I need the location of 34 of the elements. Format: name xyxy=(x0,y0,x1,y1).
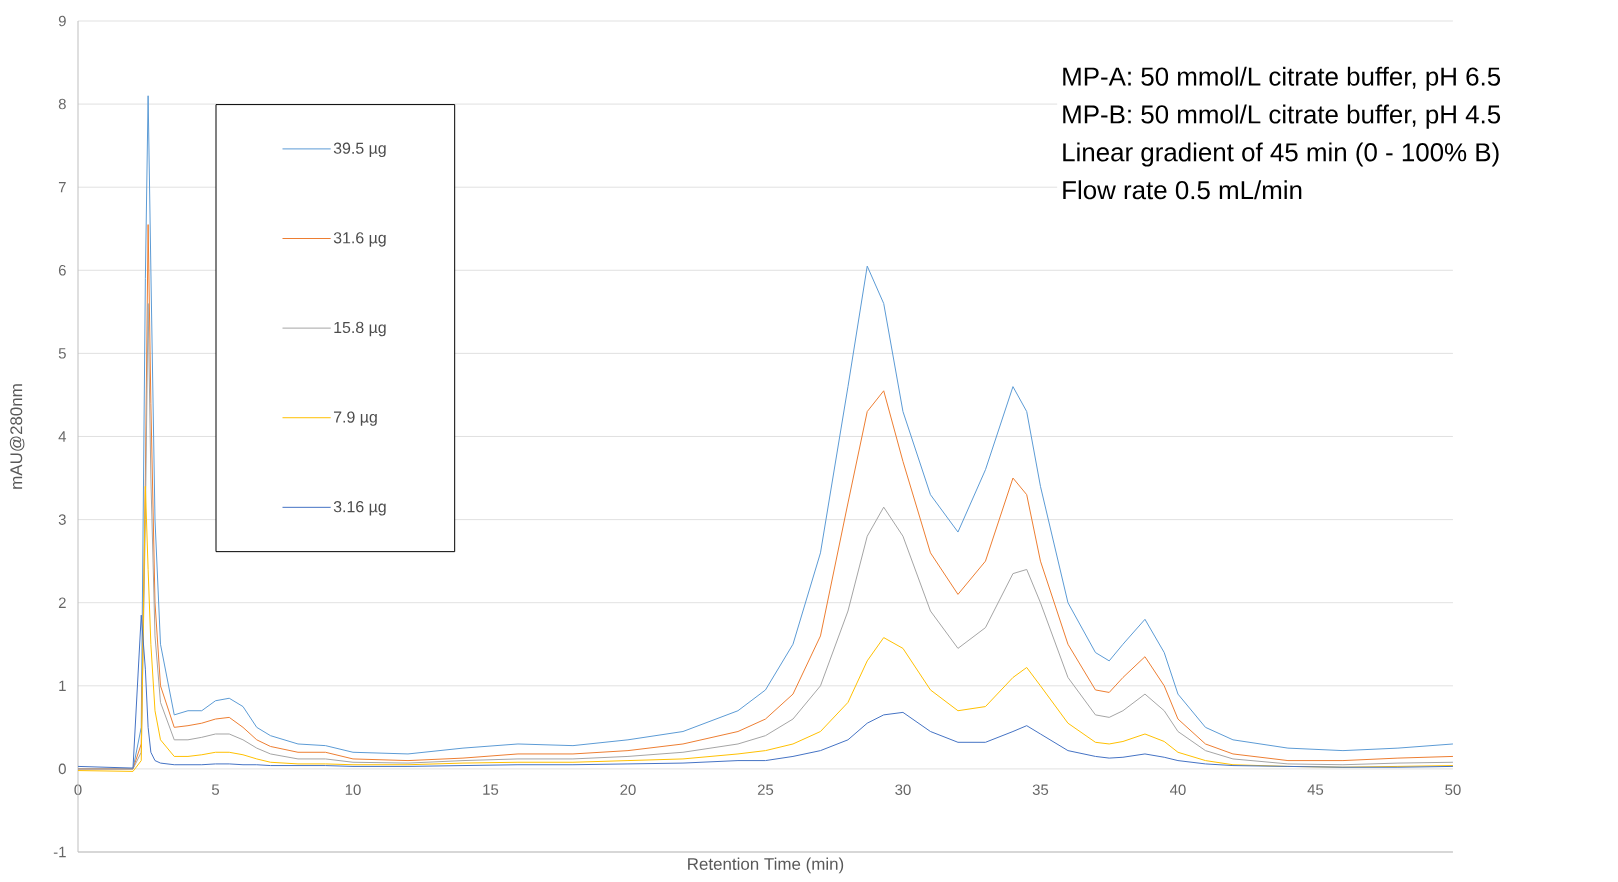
annotation: Flow rate 0.5 mL/min xyxy=(1063,180,1302,200)
x-tick-label: 40 xyxy=(1169,784,1186,795)
x-tick-label: 10 xyxy=(345,784,361,795)
y-tick-label: 8 xyxy=(58,98,66,110)
y-tick-label: 1 xyxy=(59,680,66,691)
y-tick-label: 9 xyxy=(58,15,66,27)
legend-label: 39.5 µg xyxy=(333,142,386,158)
x-tick-label: 50 xyxy=(1445,784,1461,795)
x-tick-label: 0 xyxy=(74,784,82,795)
x-axis-title: Retention Time (min) xyxy=(688,857,844,874)
x-tick-label: 20 xyxy=(620,784,636,795)
y-axis-title: mAU@280nm xyxy=(9,384,25,489)
y-tick-label: 4 xyxy=(58,431,67,442)
y-tick-label: 2 xyxy=(58,597,66,608)
y-tick-label: 5 xyxy=(58,348,66,359)
y-tick-label: 3 xyxy=(58,514,66,525)
x-tick-label: 15 xyxy=(483,784,499,795)
y-tick-label: -1 xyxy=(53,846,66,858)
annotation: Linear gradient of 45 min (0 - 100% B) xyxy=(1063,142,1499,167)
line-series xyxy=(77,485,1454,772)
legend-label: 31.6 µg xyxy=(333,232,386,247)
x-tick-label: 30 xyxy=(895,784,911,795)
x-tick-label: 45 xyxy=(1307,784,1324,795)
y-tick-label: 7 xyxy=(58,182,66,193)
x-tick-label: 25 xyxy=(757,784,774,795)
annotation: MP-B: 50 mmol/L citrate buffer, pH 4.5 xyxy=(1063,104,1501,129)
y-tick-label: 0 xyxy=(58,763,66,775)
annotation: MP-A: 50 mmol/L citrate buffer, pH 6.5 xyxy=(1063,66,1501,91)
y-tick-label: 6 xyxy=(58,264,66,276)
legend-label: 3.16 µg xyxy=(333,501,386,516)
x-tick-label: 5 xyxy=(211,784,220,795)
legend-label: 7.9 µg xyxy=(333,411,377,426)
legend-label: 15.8 µg xyxy=(334,321,386,337)
x-tick-label: 35 xyxy=(1032,784,1049,795)
